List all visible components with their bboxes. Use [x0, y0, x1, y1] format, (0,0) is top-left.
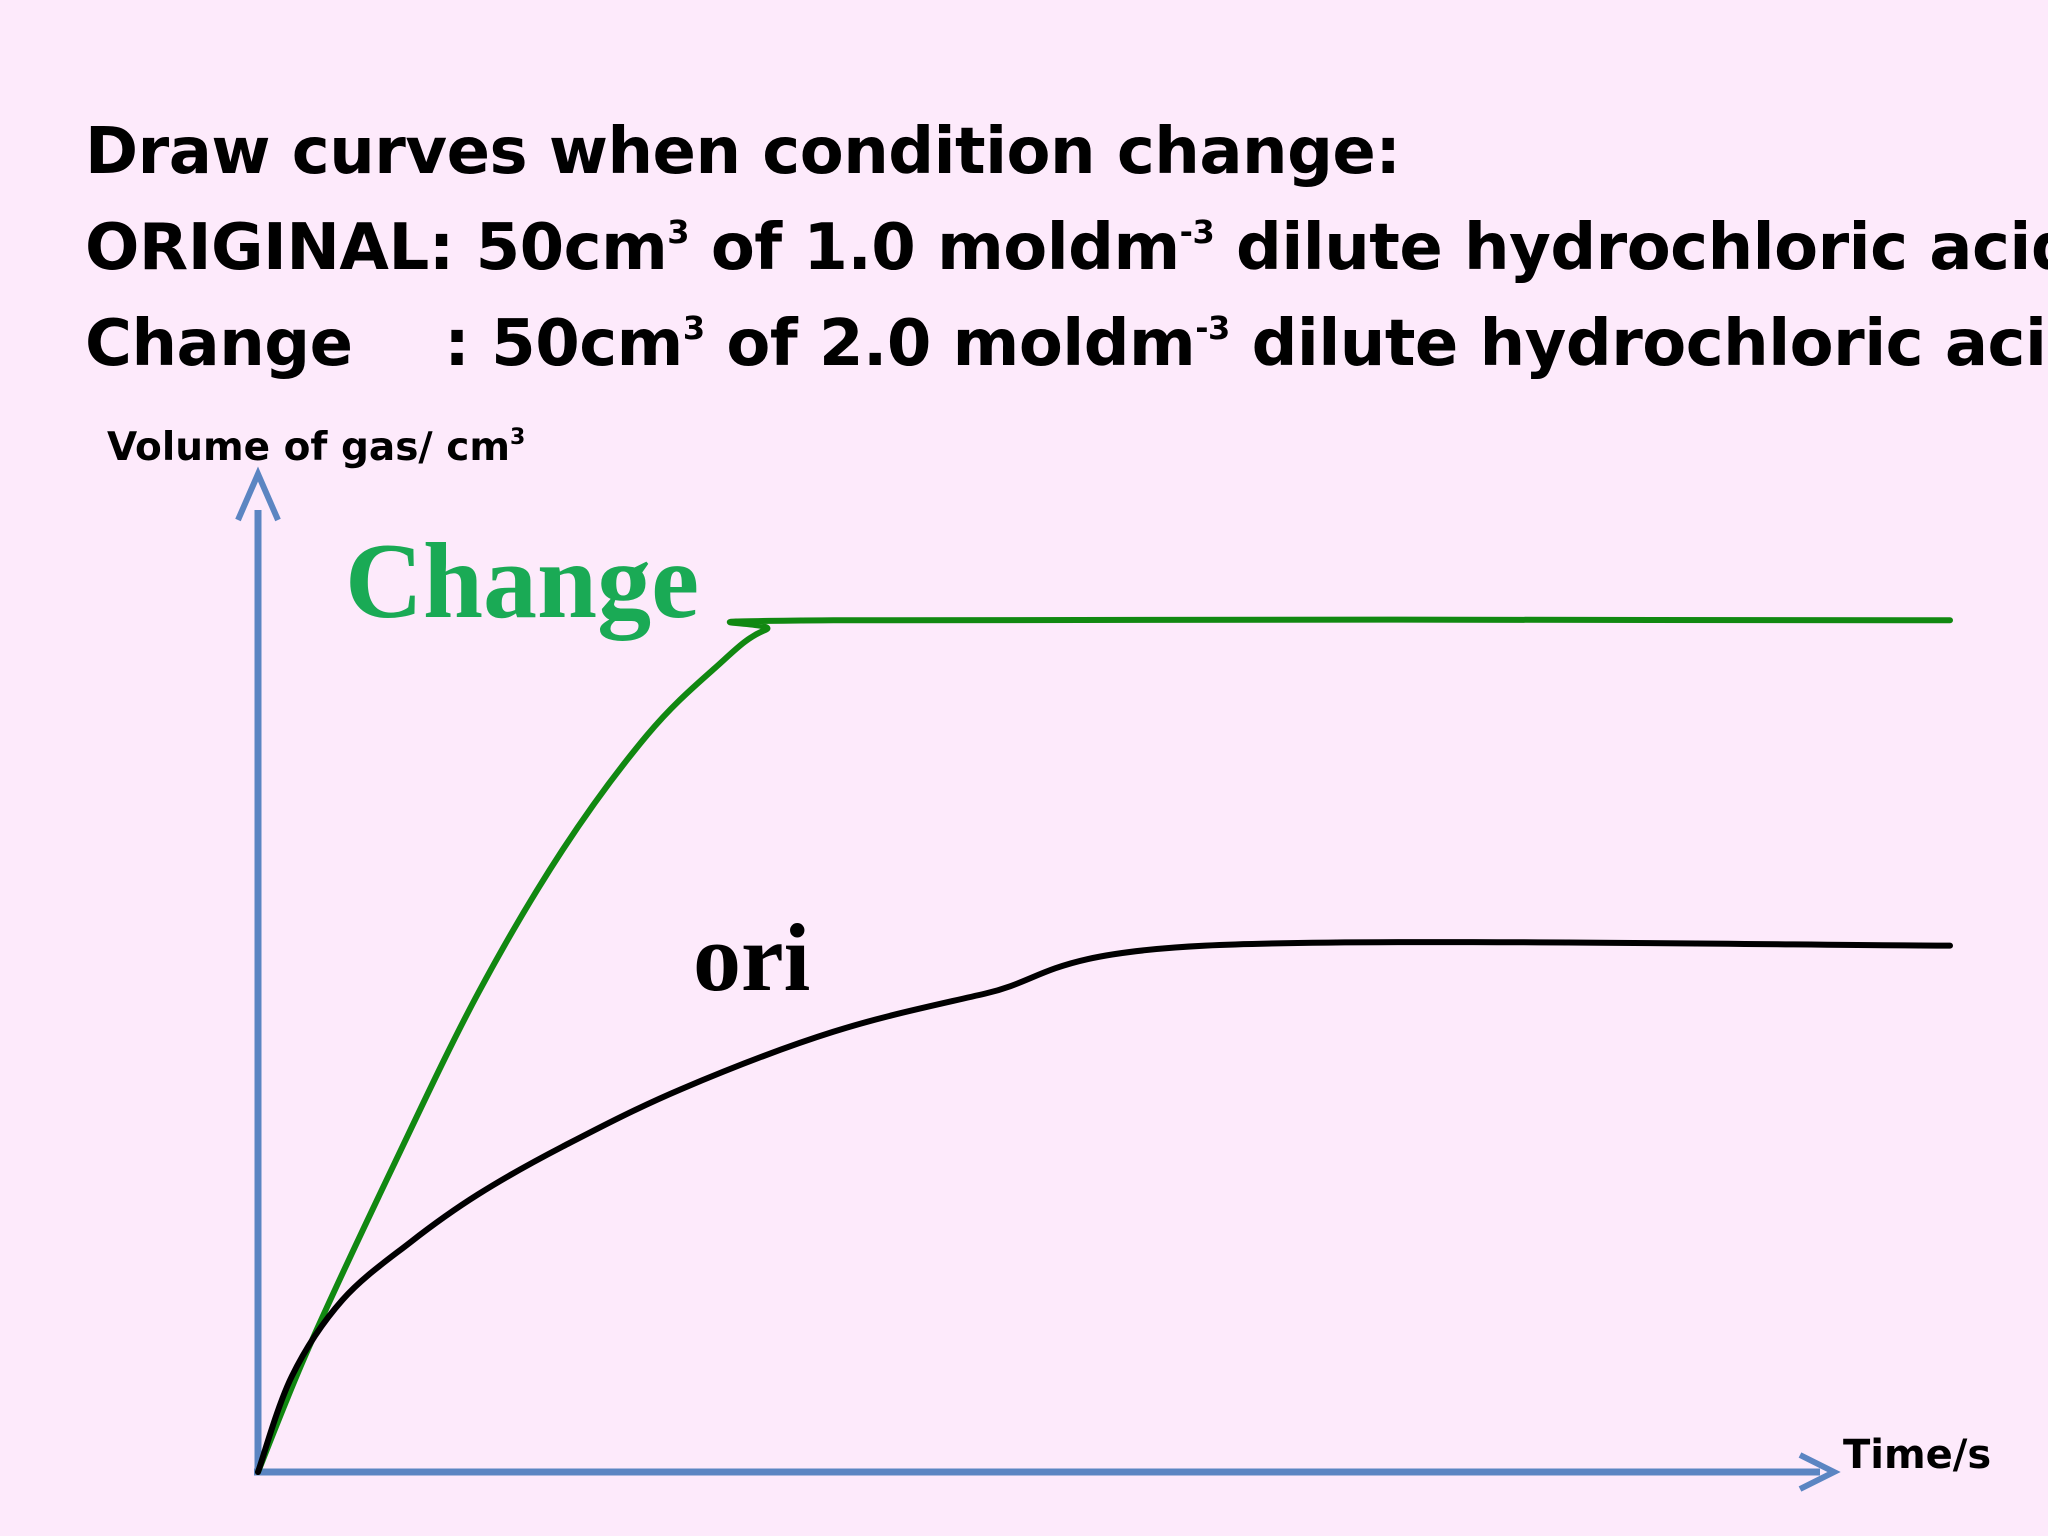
- x-axis-label: Time/s: [1843, 1432, 1991, 1478]
- series-label-ori: ori: [693, 904, 810, 1011]
- chart-series: [255, 616, 1953, 1475]
- y-axis-label: Volume of gas/ cm3: [107, 425, 525, 470]
- series-label-change: Change: [345, 522, 699, 641]
- y-axis-label-sup: 3: [510, 425, 525, 450]
- original-middle: of 1.0 moldm: [710, 211, 1180, 285]
- original-conc-sup: -3: [1179, 213, 1215, 251]
- change-middle: of 2.0 moldm: [726, 307, 1196, 381]
- series-line-ori: [255, 939, 1953, 1475]
- change-label: Change: [85, 307, 353, 381]
- y-axis-arrowhead: [235, 466, 281, 522]
- chart-axes: Volume of gas/ cm3 Time/s: [107, 425, 1991, 1492]
- slide-heading: Draw curves when condition change: ORIGI…: [85, 104, 2048, 392]
- original-label: ORIGINAL:: [85, 211, 454, 285]
- heading-original-line: ORIGINAL: 50cm3 of 1.0 moldm-3 dilute hy…: [85, 200, 2048, 296]
- series-line-change: [255, 616, 1953, 1475]
- change-amount: 50cm: [491, 307, 683, 381]
- original-amount: 50cm: [475, 211, 668, 285]
- change-conc-sup: -3: [1195, 309, 1230, 347]
- chart-labels: Change ori: [345, 522, 810, 1011]
- original-rest: dilute hydrochloric acid: [1236, 211, 2048, 285]
- heading-change-line: Change : 50cm3 of 2.0 moldm-3 dilute hyd…: [85, 296, 2048, 392]
- change-colon: :: [444, 307, 470, 381]
- heading-line-1-text: Draw curves when condition change:: [85, 115, 1401, 189]
- change-amount-sup: 3: [682, 309, 705, 347]
- change-rest: dilute hydrochloric acid: [1251, 307, 2048, 381]
- original-amount-sup: 3: [667, 213, 690, 251]
- heading-line-1: Draw curves when condition change:: [85, 104, 1985, 200]
- x-axis-arrowhead: [1798, 1452, 1841, 1492]
